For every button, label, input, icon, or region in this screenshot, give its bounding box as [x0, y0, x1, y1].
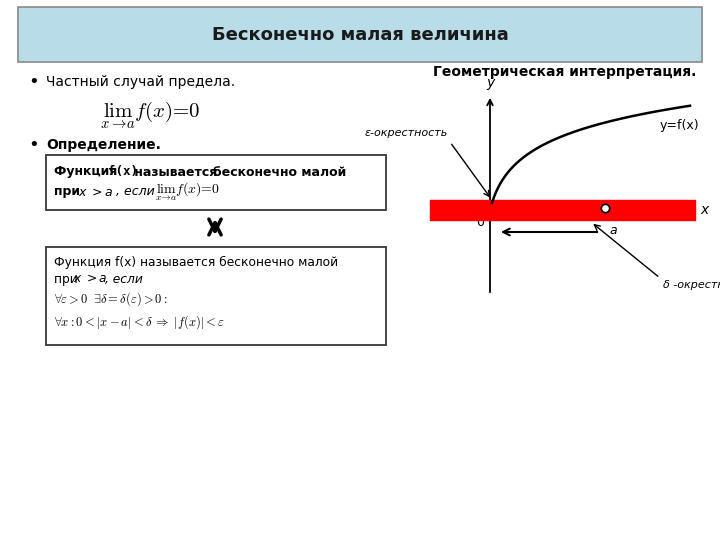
Bar — [46, 155, 386, 210]
Text: $\forall x: 0 < |x - a| < \delta \;\Rightarrow\; |f(x)| < \varepsilon$: $\forall x: 0 < |x - a| < \delta \;\Righ… — [54, 313, 225, 331]
Text: 0: 0 — [476, 216, 484, 229]
Text: δ -окрестность: δ -окрестность — [663, 280, 720, 290]
Text: $\forall\varepsilon > 0 \;\; \exists\delta = \delta(\varepsilon) > 0:$: $\forall\varepsilon > 0 \;\; \exists\del… — [54, 290, 168, 308]
Text: f(x): f(x) — [108, 165, 138, 179]
Text: $\lim_{x \to a} f(x) = 0$: $\lim_{x \to a} f(x) = 0$ — [155, 181, 220, 203]
Text: Определение.: Определение. — [46, 138, 161, 152]
Text: y=f(x): y=f(x) — [660, 118, 700, 132]
Text: •: • — [28, 136, 39, 154]
Bar — [577, 200, 605, 220]
Text: при: при — [54, 186, 80, 199]
Text: Частный случай предела.: Частный случай предела. — [46, 75, 235, 89]
Text: называется: называется — [130, 165, 222, 179]
Text: бесконечно малой: бесконечно малой — [213, 165, 346, 179]
Text: a: a — [609, 224, 616, 237]
Text: Геометрическая интерпретация.: Геометрическая интерпретация. — [433, 65, 697, 79]
Text: , если: , если — [105, 273, 143, 286]
Text: $\lim_{x \;\rightarrow a} f(x) = 0$: $\lim_{x \;\rightarrow a} f(x) = 0$ — [100, 99, 200, 131]
Text: , если: , если — [116, 186, 155, 199]
Text: Бесконечно малая величина: Бесконечно малая величина — [212, 26, 508, 44]
Bar — [18, 7, 702, 62]
Text: при: при — [54, 273, 81, 286]
Text: Функция: Функция — [54, 165, 122, 179]
Text: x: x — [700, 203, 708, 217]
Text: y: y — [486, 76, 494, 90]
Text: Функция f(x) называется бесконечно малой: Функция f(x) называется бесконечно малой — [54, 255, 338, 268]
Bar — [46, 247, 386, 345]
Text: •: • — [28, 73, 39, 91]
Text: $x \; > a$: $x \; > a$ — [78, 186, 113, 199]
Text: $x \; > a$: $x \; > a$ — [73, 273, 107, 286]
Text: ε-окрестность: ε-окрестность — [365, 128, 448, 138]
